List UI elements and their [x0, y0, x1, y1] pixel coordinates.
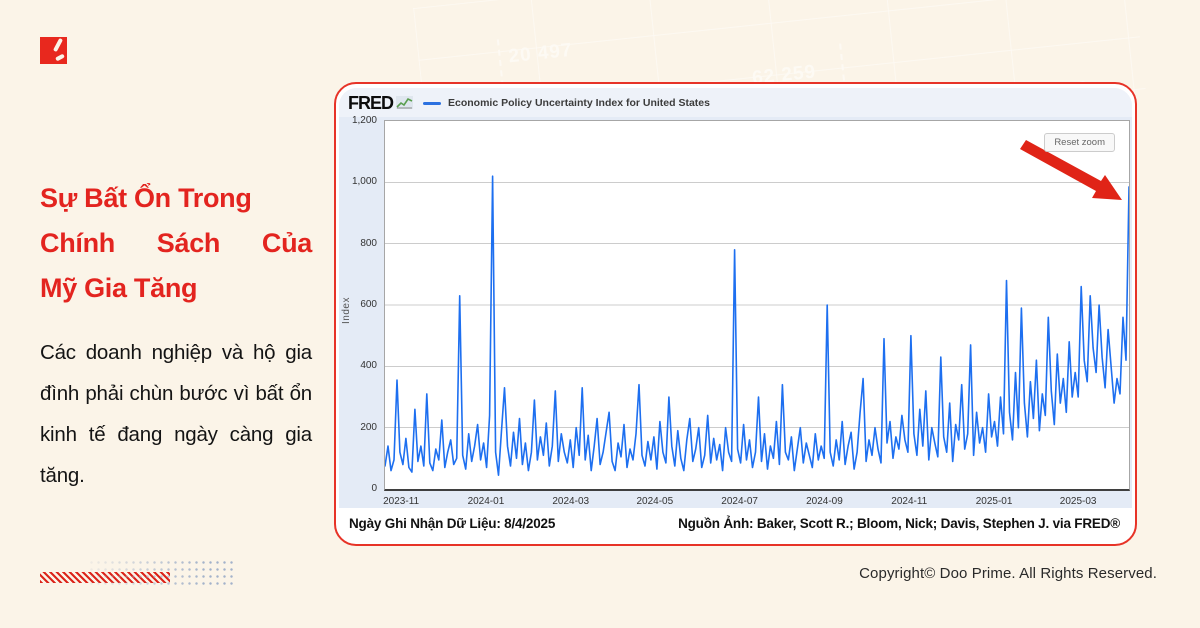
fred-chart-widget: FRED Economic Policy Uncertainty Index f…	[339, 88, 1132, 508]
watermark-number: 20 497	[507, 39, 574, 68]
chart-legend: Economic Policy Uncertainty Index for Un…	[423, 97, 710, 109]
x-tick-label: 2024-01	[467, 496, 505, 507]
page-title: Sự Bất Ổn Trong Chính Sách Của Mỹ Gia Tă…	[40, 176, 312, 311]
reset-zoom-button[interactable]: Reset zoom	[1044, 133, 1115, 152]
y-tick-label: 600	[360, 299, 377, 310]
data-date-note: Ngày Ghi Nhận Dữ Liệu: 8/4/2025	[349, 516, 556, 531]
page-title-line: Sự Bất Ổn Trong	[40, 183, 252, 213]
chart-header: FRED Economic Policy Uncertainty Index f…	[339, 88, 1132, 117]
y-tick-label: 1,000	[351, 176, 377, 188]
source-attribution: Nguồn Ảnh: Baker, Scott R.; Bloom, Nick;…	[678, 516, 1120, 531]
page-title-line: Chính Sách Của	[40, 228, 312, 258]
epu-line-series[interactable]	[385, 175, 1129, 477]
annotation-arrow	[1020, 140, 1122, 200]
y-tick-label: 0	[371, 483, 377, 494]
gridlines	[385, 181, 1129, 429]
y-tick-label: 400	[360, 360, 377, 372]
chart-card: FRED Economic Policy Uncertainty Index f…	[334, 82, 1137, 546]
x-tick-label: 2025-03	[1059, 496, 1097, 507]
decorative-dot-grid	[88, 559, 234, 587]
x-tick-label: 2024-03	[552, 496, 590, 507]
fred-sparkline-icon	[396, 96, 413, 109]
plot-area[interactable]	[384, 120, 1130, 491]
logo-dash-mark	[55, 53, 65, 62]
logo-slash-mark	[52, 37, 64, 53]
y-tick-label: 1,200	[351, 115, 377, 126]
intro-paragraph: Các doanh nghiệp và hộ gia đình phải chù…	[40, 341, 312, 487]
x-tick-label: 2024-07	[721, 496, 758, 507]
page-title-line: Mỹ Gia Tăng	[40, 273, 198, 303]
y-tick-label: 800	[360, 237, 377, 249]
legend-line-swatch	[423, 101, 441, 105]
fred-logo: FRED	[348, 93, 394, 113]
y-tick-label: 200	[360, 421, 377, 433]
x-tick-label: 2024-05	[636, 496, 674, 507]
x-tick-label: 2024-11	[891, 496, 928, 507]
x-tick-label: 2025-01	[975, 496, 1013, 507]
x-tick-label: 2024-09	[806, 496, 843, 507]
x-tick-label: 2023-11	[383, 496, 420, 507]
doo-prime-logo	[40, 37, 67, 64]
copyright-text: Copyright© Doo Prime. All Rights Reserve…	[859, 565, 1157, 582]
legend-label: Economic Policy Uncertainty Index for Un…	[448, 97, 710, 109]
